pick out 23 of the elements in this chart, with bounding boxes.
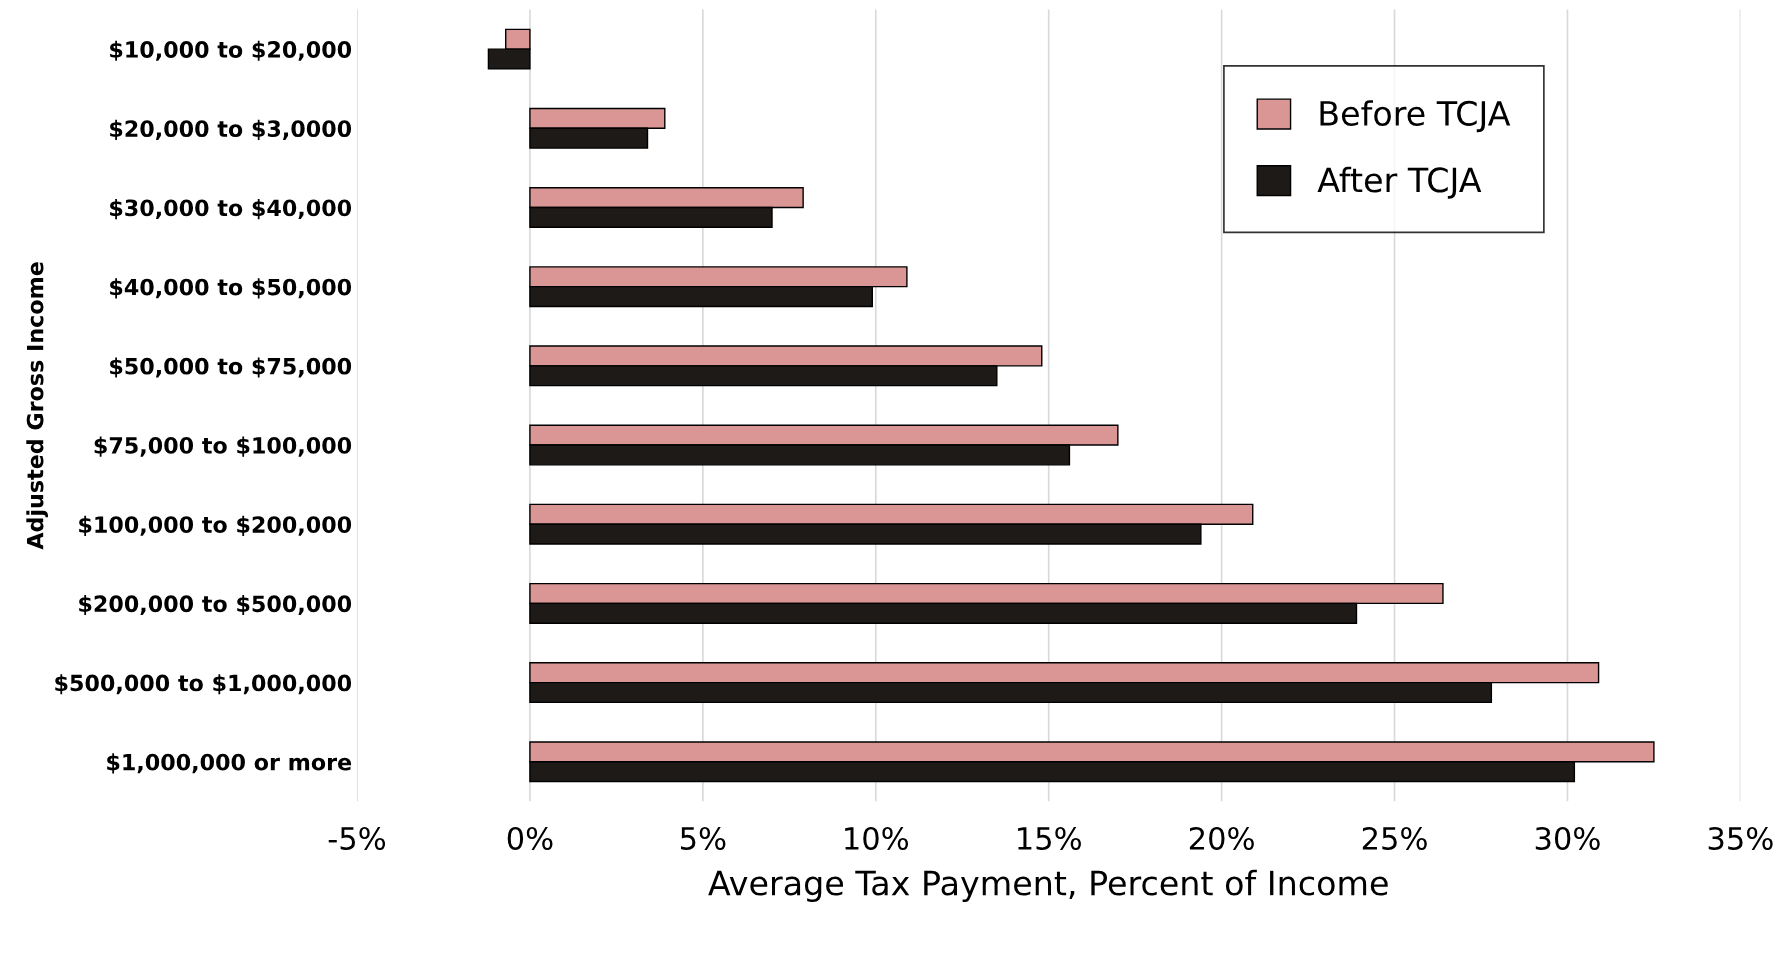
x-tick-label: 35% <box>1708 826 1773 851</box>
x-tick-label: 25% <box>1362 826 1427 851</box>
x-tick-label: 20% <box>1189 826 1254 851</box>
x-tick-label: 10% <box>845 826 909 851</box>
y-tick-label: $20,000 to $3,0000 <box>110 119 352 141</box>
y-tick-label: $100,000 to $200,000 <box>79 515 352 536</box>
y-tick-label: $10,000 to $20,000 <box>110 40 352 61</box>
y-tick-label: $1,000,000 or more <box>107 753 352 774</box>
y-tick-label: $75,000 to $100,000 <box>94 436 352 457</box>
legend-label: After TCJA <box>1317 166 1482 199</box>
x-tick-label: 5% <box>680 826 726 851</box>
y-tick-label: $200,000 to $500,000 <box>79 594 352 616</box>
y-tick-label: $500,000 to $1,000,000 <box>55 674 352 695</box>
y-tick-label: $50,000 to $75,000 <box>110 357 352 378</box>
x-tick-label: 30% <box>1535 826 1600 851</box>
y-axis-title: Adjusted Gross Income <box>26 262 48 550</box>
x-tick-label: -5% <box>328 826 386 851</box>
legend-label: Before TCJA <box>1320 100 1511 133</box>
y-tick-label: $40,000 to $50,000 <box>110 278 352 299</box>
x-tick-label: 15% <box>1018 826 1081 851</box>
x-axis-title: Average Tax Payment, Percent of Income <box>708 869 1388 903</box>
y-tick-label: $30,000 to $40,000 <box>110 199 352 220</box>
x-tick-label: 0% <box>507 826 553 851</box>
